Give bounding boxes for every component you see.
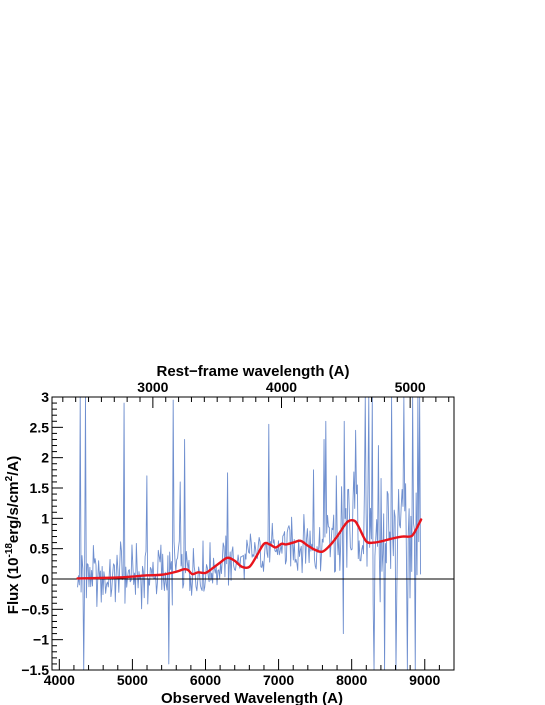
- y-title-part-2: erg/s/cm: [5, 481, 22, 543]
- top-tick-label: 5000: [395, 379, 426, 395]
- x-tick-label: 9000: [409, 672, 440, 688]
- y-tick-label: −0.5: [21, 601, 49, 617]
- y-title-part-3: /A): [5, 456, 22, 476]
- y-axis-title: Flux (10-18erg/s/cm2/A): [4, 456, 22, 614]
- x-tick-label: 4000: [44, 672, 75, 688]
- y-tick-label: 0.5: [30, 541, 50, 557]
- y-tick-label: 1: [41, 510, 49, 526]
- plot-frame: [51, 396, 455, 671]
- x-tick-label: 8000: [336, 672, 367, 688]
- bottom-axis: 4000 5000 6000 7000 8000 9000: [44, 659, 455, 688]
- y-title-part-1: Flux (10: [5, 558, 22, 615]
- y-title-exp-2: 2: [4, 475, 15, 481]
- x-tick-label: 5000: [117, 672, 148, 688]
- model-layer: [76, 518, 423, 580]
- x-tick-label: 7000: [263, 672, 294, 688]
- y-tick-label: 0: [41, 571, 49, 587]
- x-axis-title: Observed Wavelength (A): [161, 690, 343, 705]
- smoothed-model-line: [76, 518, 423, 580]
- y-tick-label: −1.5: [21, 662, 49, 678]
- y-tick-label: 1.5: [30, 480, 50, 496]
- left-axis: −1.5 −1 −0.5 0 0.5 1 1.5 2 2.5 3: [21, 389, 63, 678]
- y-tick-label: 3: [41, 389, 49, 405]
- y-tick-label: 2.5: [30, 419, 50, 435]
- y-tick-label: 2: [41, 450, 49, 466]
- y-tick-label: −1: [33, 632, 49, 648]
- top-axis: 3000 4000 5000: [62, 379, 450, 408]
- y-title-exp-1: -18: [4, 543, 15, 558]
- x-tick-label: 6000: [190, 672, 221, 688]
- top-axis-title: Rest−frame wavelength (A): [157, 363, 350, 380]
- top-tick-label: 4000: [266, 379, 297, 395]
- top-tick-label: 3000: [137, 379, 168, 395]
